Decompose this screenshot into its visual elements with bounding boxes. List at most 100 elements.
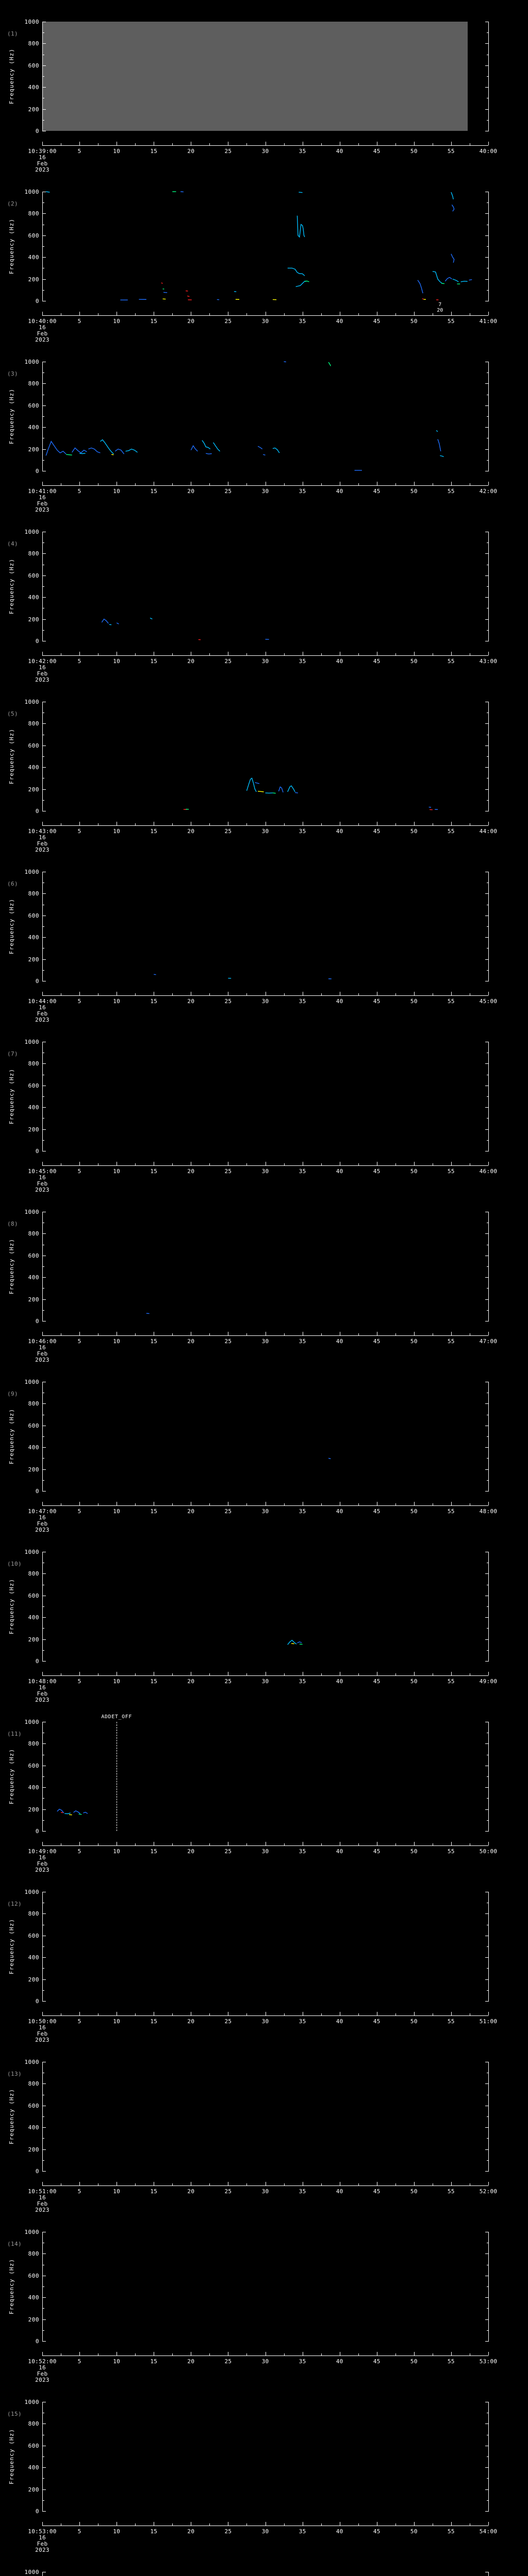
x-tick-major bbox=[488, 1842, 489, 1845]
y-tick-minor-right bbox=[487, 1436, 489, 1437]
x-tick-label: 30 bbox=[261, 1678, 269, 1685]
y-tick-minor-right bbox=[487, 970, 489, 971]
y-tick-major-right bbox=[485, 2149, 489, 2150]
x-tick-label: 10:41:00 bbox=[28, 488, 57, 495]
x-tick-major bbox=[488, 2182, 489, 2185]
y-tick-major-right bbox=[485, 1979, 489, 1980]
x-tick-label: 15 bbox=[150, 2188, 158, 2195]
x-tick-label: 40 bbox=[336, 998, 343, 1005]
panel-number-label: (6) bbox=[7, 880, 19, 887]
x-tick-label: 40 bbox=[336, 2528, 343, 2535]
date-label: 16 Feb 2023 bbox=[19, 2025, 65, 2043]
x-tick-label: 10:45:00 bbox=[28, 1168, 57, 1175]
date-label: 16 Feb 2023 bbox=[19, 495, 65, 513]
y-tick-major-right bbox=[485, 405, 489, 406]
x-tick-major bbox=[79, 1162, 80, 1165]
x-tick-major bbox=[42, 2522, 43, 2526]
y-tick-major-right bbox=[485, 279, 489, 280]
x-tick-minor bbox=[395, 1843, 396, 1845]
date-label-line: Feb bbox=[37, 1180, 48, 1187]
y-tick-minor-right bbox=[487, 586, 489, 587]
date-label-line: 16 bbox=[39, 1004, 46, 1011]
x-tick-minor bbox=[209, 2013, 210, 2015]
pitch-trace bbox=[287, 1639, 297, 1645]
y-tick-label: 1000 bbox=[24, 1039, 39, 1045]
date-label-line: 16 bbox=[39, 1174, 46, 1181]
y-tick-major-right bbox=[485, 959, 489, 960]
y-tick-label: 800 bbox=[28, 1060, 39, 1067]
x-tick-label: 55 bbox=[447, 318, 455, 325]
y-tick-major bbox=[42, 2149, 46, 2150]
x-tick-label: 10 bbox=[113, 1848, 121, 1855]
y-tick-major-right bbox=[485, 2127, 489, 2128]
x-tick-label: 54:00 bbox=[479, 2528, 498, 2535]
pitch-trace bbox=[444, 277, 452, 282]
y-tick-label: 600 bbox=[28, 62, 39, 69]
y-tick-label: 600 bbox=[28, 1932, 39, 1939]
panel-number-label: (1) bbox=[7, 30, 19, 37]
x-tick-minor bbox=[358, 313, 359, 315]
date-label: 16 Feb 2023 bbox=[19, 2535, 65, 2553]
y-tick-major-right bbox=[485, 87, 489, 88]
x-tick-minor bbox=[172, 1673, 173, 1675]
plot-area bbox=[42, 872, 488, 981]
panel-number-label: (7) bbox=[7, 1050, 19, 1057]
x-tick-label: 5 bbox=[77, 2358, 81, 2365]
x-tick-label: 25 bbox=[224, 2018, 232, 2025]
x-tick-major bbox=[42, 2352, 43, 2355]
x-tick-major bbox=[488, 2012, 489, 2015]
y-tick-minor bbox=[42, 2456, 44, 2457]
y-tick-label: 1000 bbox=[24, 2059, 39, 2065]
y-tick-label: 600 bbox=[28, 1422, 39, 1429]
x-tick-minor bbox=[395, 2013, 396, 2015]
trace-layer bbox=[101, 617, 269, 640]
date-label-line: 2023 bbox=[35, 2547, 50, 2553]
plot-area bbox=[42, 1042, 488, 1151]
y-tick-major bbox=[42, 2467, 46, 2468]
x-tick-label: 5 bbox=[77, 2018, 81, 2025]
date-label: 16 Feb 2023 bbox=[19, 1005, 65, 1023]
y-tick-minor bbox=[42, 1140, 44, 1141]
y-tick-minor bbox=[42, 2478, 44, 2479]
y-tick-major bbox=[42, 109, 46, 110]
y-tick-minor-right bbox=[487, 1096, 489, 1097]
y-axis-title: Frequency (Hz) bbox=[8, 2258, 15, 2315]
x-tick-label: 40 bbox=[336, 828, 343, 835]
y-tick-minor-right bbox=[487, 1458, 489, 1459]
x-tick-label: 35 bbox=[299, 488, 306, 495]
x-tick-minor bbox=[209, 1843, 210, 1845]
y-axis-left-spine bbox=[42, 2572, 43, 2576]
y-axis-right-spine bbox=[488, 2572, 489, 2576]
x-tick-label: 45 bbox=[373, 2358, 381, 2365]
x-tick-minor bbox=[284, 483, 285, 485]
date-label-line: 16 bbox=[39, 154, 46, 161]
x-tick-label: 50 bbox=[410, 828, 418, 835]
x-tick-minor bbox=[395, 1163, 396, 1165]
spectrogram-panel: 0 200 400 600 800 1000 Frequency (Hz) (2) 10:40:… bbox=[0, 180, 528, 350]
y-tick-minor bbox=[42, 1946, 44, 1947]
y-tick-major-right bbox=[485, 257, 489, 258]
x-tick-major bbox=[451, 1842, 452, 1845]
x-tick-label: 55 bbox=[447, 2188, 455, 2195]
pitch-trace bbox=[296, 215, 305, 238]
y-tick-major bbox=[42, 1661, 46, 1662]
y-tick-label: 800 bbox=[28, 1400, 39, 1408]
y-tick-minor-right bbox=[487, 1798, 489, 1799]
x-tick-major bbox=[451, 2182, 452, 2185]
y-tick-label: 0 bbox=[35, 1828, 39, 1835]
x-tick-minor bbox=[284, 1673, 285, 1675]
x-tick-label: 45 bbox=[373, 658, 381, 665]
y-tick-label: 1000 bbox=[24, 2399, 39, 2405]
y-tick-label: 400 bbox=[28, 1614, 39, 1621]
x-tick-minor bbox=[395, 313, 396, 315]
x-tick-label: 20 bbox=[187, 828, 195, 835]
y-tick-major bbox=[42, 1403, 46, 1404]
panel-number-label: (3) bbox=[7, 370, 19, 377]
y-tick-minor-right bbox=[487, 416, 489, 417]
y-tick-major-right bbox=[485, 43, 489, 44]
y-tick-major-right bbox=[485, 1809, 489, 1810]
plot-area bbox=[42, 2062, 488, 2171]
annotation-stack: 7 20 bbox=[437, 302, 443, 313]
date-label: 16 Feb 2023 bbox=[19, 665, 65, 683]
pitch-trace bbox=[328, 1458, 331, 1460]
